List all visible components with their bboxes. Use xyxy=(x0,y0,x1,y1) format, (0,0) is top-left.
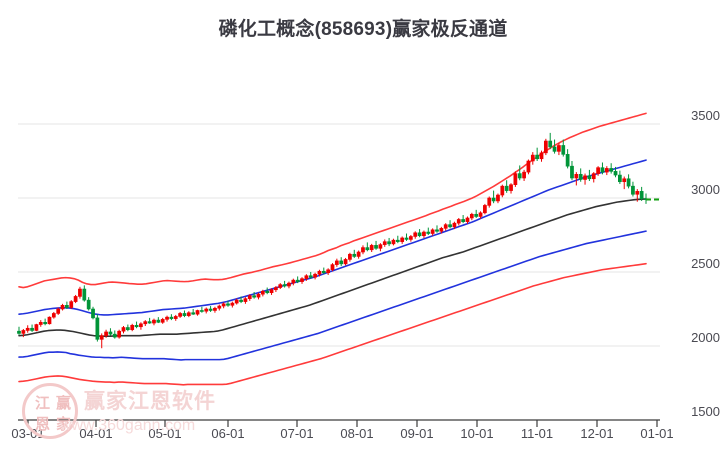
seal-ring xyxy=(22,383,78,439)
x-axis-tick-10-01: 10-01 xyxy=(460,426,494,441)
x-axis-tick-09-01: 09-01 xyxy=(400,426,434,441)
x-axis-tick-06-01: 06-01 xyxy=(211,426,245,441)
x-axis-tick-04-01: 04-01 xyxy=(79,426,113,441)
x-axis-tick-07-01: 07-01 xyxy=(280,426,314,441)
x-axis-tick-05-01: 05-01 xyxy=(148,426,182,441)
seal-char-2: 恩 xyxy=(34,416,50,433)
seal-char-0: 江 xyxy=(34,395,50,412)
seal-char-1: 赢 xyxy=(55,395,71,412)
band-upper-red xyxy=(18,112,647,289)
band-lower-red xyxy=(18,262,647,386)
y-axis-tick-2500: 2500 xyxy=(691,256,720,271)
watermark-url: www.360gann.com xyxy=(60,417,196,434)
y-axis-tick-2000: 2000 xyxy=(691,330,720,345)
candlestick-series xyxy=(17,132,648,349)
seal-characters: 江 赢 恩 家 xyxy=(32,393,74,435)
gridlines xyxy=(18,123,660,421)
x-axis-tick-12-01: 12-01 xyxy=(580,426,614,441)
y-axis-tick-3000: 3000 xyxy=(691,182,720,197)
x-axis-tick-11-01: 11-01 xyxy=(520,426,554,441)
watermark-seal-logo: 江 赢 恩 家 xyxy=(22,383,84,445)
x-axis-tick-08-01: 08-01 xyxy=(340,426,374,441)
seal-char-3: 家 xyxy=(55,416,71,433)
watermark-brand: 赢家江恩软件 xyxy=(84,390,216,413)
y-axis-tick-1500: 1500 xyxy=(691,404,720,419)
chart-title: 磷化工概念(858693)赢家极反通道 xyxy=(218,19,508,40)
x-axis-line xyxy=(18,419,660,427)
x-axis-tick-01-01: 01-01 xyxy=(640,426,674,441)
y-axis-tick-3500: 3500 xyxy=(691,108,720,123)
band-upper-blue xyxy=(18,159,647,316)
band-lower-blue xyxy=(18,230,647,361)
band-mid-black xyxy=(18,198,647,338)
